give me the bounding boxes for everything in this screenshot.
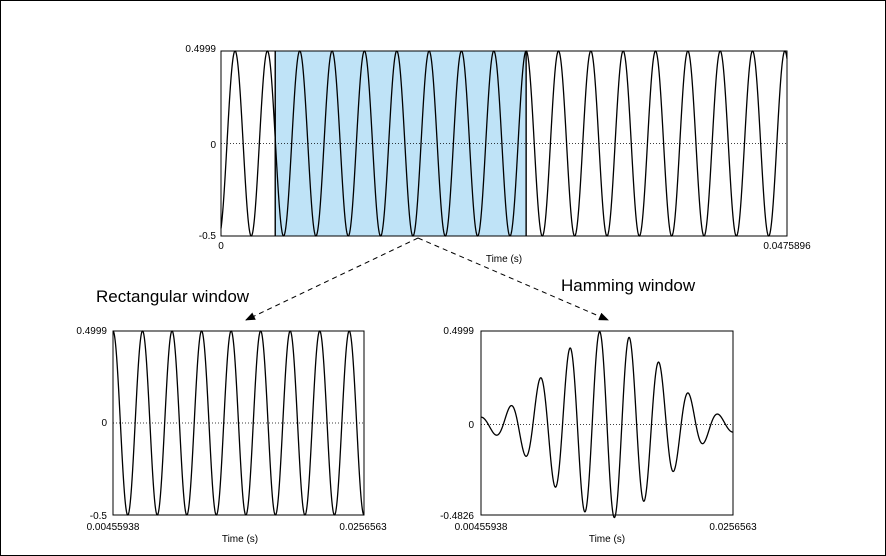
- y-tick-hamm-zero: 0: [468, 420, 474, 431]
- y-tick-rect-min: -0.5: [90, 511, 108, 522]
- rectangular-window-label: Rectangular window: [96, 287, 250, 306]
- y-tick-top-max: 0.4999: [185, 44, 216, 55]
- hamming-window-label: Hamming window: [561, 276, 696, 295]
- plot-border: [220, 50, 788, 237]
- x-tick-rect-start: 0.00455938: [87, 522, 140, 533]
- top-panel: 0.4999 0 -0.5 0 0.0475896 Time (s): [185, 44, 811, 265]
- x-axis-label-top: Time (s): [486, 254, 522, 265]
- x-axis-label-hamm: Time (s): [589, 534, 625, 545]
- rectangular-panel: 0.4999 0 -0.5 0.00455938 0.0256563 Time …: [76, 326, 387, 545]
- plot-border: [112, 330, 365, 516]
- plot-border: [480, 330, 734, 516]
- x-axis-label-rect: Time (s): [222, 534, 258, 545]
- arrow-to-rectangular: [245, 237, 419, 321]
- x-tick-hamm-start: 0.00455938: [455, 522, 508, 533]
- waveform-rectangular: [112, 330, 365, 516]
- y-tick-rect-max: 0.4999: [76, 326, 107, 337]
- waveform-full: [220, 50, 788, 237]
- y-tick-hamm-max: 0.4999: [443, 326, 474, 337]
- y-tick-top-min: -0.5: [199, 231, 217, 242]
- x-tick-rect-end: 0.0256563: [339, 522, 387, 533]
- x-tick-hamm-end: 0.0256563: [709, 522, 757, 533]
- hamming-panel: 0.4999 0 -0.4826 0.00455938 0.0256563 Ti…: [440, 326, 757, 545]
- waveform-hamming: [480, 331, 734, 519]
- y-tick-top-zero: 0: [210, 140, 216, 151]
- x-tick-top-start: 0: [218, 241, 224, 252]
- y-tick-hamm-min: -0.4826: [440, 511, 474, 522]
- x-tick-top-end: 0.0475896: [763, 241, 811, 252]
- y-tick-rect-zero: 0: [101, 418, 107, 429]
- arrow-to-hamming: [417, 237, 609, 321]
